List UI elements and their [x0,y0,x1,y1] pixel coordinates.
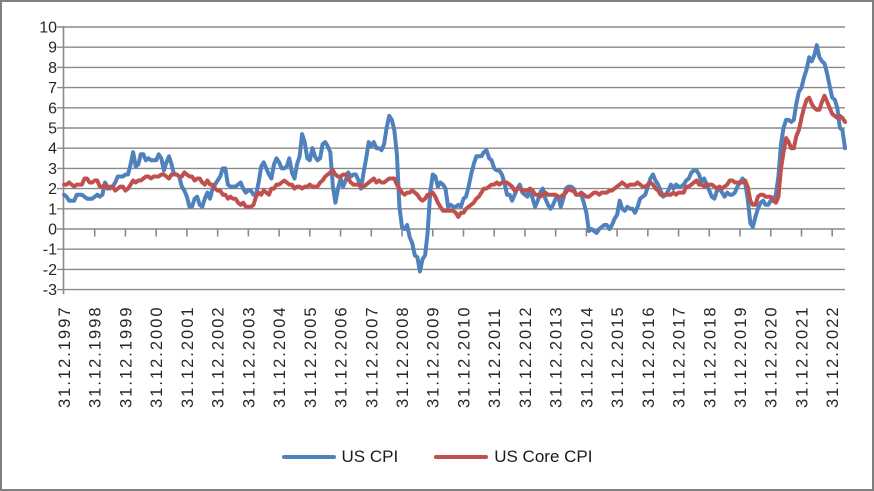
x-axis-label: 31.12.2013 [548,305,566,408]
x-axis-label: 31.12.2014 [578,305,596,408]
x-axis-label: 31.12.2002 [210,305,228,408]
x-axis-label: 31.12.2020 [763,305,781,408]
x-axis-label: 31.12.2011 [486,307,504,408]
x-axis-label: 31.12.2012 [517,305,535,408]
series-line-us-core-cpi [62,93,847,219]
x-axis-label: 31.12.2008 [394,305,412,408]
us-cpi-legend-label: US CPI [341,447,399,466]
y-axis-label: 9 [48,40,57,57]
x-axis-label: 31.12.1999 [117,305,135,408]
x-axis-label: 31.12.1997 [56,305,74,408]
x-axis-label: 31.12.2019 [732,305,750,408]
us-core-cpi-line-swatch [434,454,489,460]
us-core-cpi-legend-label: US Core CPI [494,447,593,466]
x-axis-label: 31.12.2010 [455,305,473,408]
legend-item-us-cpi: US CPI [281,447,399,467]
y-axis-label: -1 [43,242,57,259]
x-axis-label: 31.12.1998 [87,305,105,408]
x-axis-label: 31.12.2005 [302,305,320,408]
x-axis-label: 31.12.2003 [240,305,258,408]
x-axis-label: 31.12.2022 [824,305,842,408]
series-line-us-cpi [62,43,847,274]
us-cpi-line-swatch [281,454,336,460]
y-axis-label: 6 [48,100,57,117]
y-axis-label: 8 [48,60,57,77]
y-axis-label: -3 [43,282,57,299]
y-axis-label: -2 [43,262,57,279]
y-axis-label: 7 [48,80,57,97]
y-axis-label: 4 [48,141,57,158]
x-axis-label: 31.12.2015 [609,305,627,408]
y-axis-label: 1 [48,201,57,218]
x-axis-label: 31.12.2021 [793,305,811,408]
y-axis-label: 3 [48,161,57,178]
x-axis-label: 31.12.2001 [179,305,197,408]
x-axis-label: 31.12.2006 [333,305,351,408]
y-axis-label: 10 [39,20,57,37]
legend-item-us-core-cpi: US Core CPI [434,447,592,467]
x-axis-label: 31.12.2009 [425,305,443,408]
chart-legend: US CPI US Core CPI [0,443,874,471]
x-axis-label: 31.12.2016 [640,305,658,408]
y-axis-label: 5 [48,121,57,138]
y-axis-label: 0 [48,222,57,239]
y-axis-label: 2 [48,181,57,198]
x-axis-label: 31.12.2018 [701,305,719,408]
x-axis-label: 31.12.2007 [363,305,381,408]
x-axis-label: 31.12.2017 [671,305,689,408]
x-axis-label: 31.12.2004 [271,305,289,408]
x-axis-label: 31.12.2000 [148,305,166,408]
